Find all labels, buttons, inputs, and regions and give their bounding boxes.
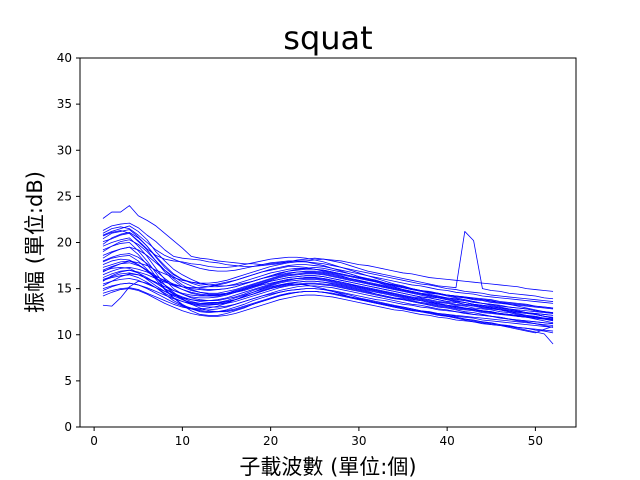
series-line-21 — [102, 239, 554, 314]
y-tick-label: 10 — [57, 328, 72, 342]
y-tick-label: 40 — [57, 51, 72, 65]
y-axis-label: 振幅 (單位:dB) — [23, 171, 47, 313]
x-tick-label: 30 — [351, 434, 366, 448]
series-group — [102, 205, 554, 345]
y-tick-label: 15 — [57, 282, 72, 296]
series-line-30 — [102, 226, 554, 322]
y-tick-label: 20 — [57, 236, 72, 250]
y-axis: 0 5 10 15 20 25 30 35 40 — [57, 51, 80, 434]
x-tick-label: 0 — [90, 434, 98, 448]
series-line-23 — [102, 288, 554, 332]
x-tick-label: 40 — [440, 434, 455, 448]
series-line-24 — [102, 230, 554, 319]
series-line-9 — [102, 255, 554, 334]
x-tick-label: 20 — [263, 434, 278, 448]
series-line-1 — [102, 205, 554, 292]
x-axis-label: 子載波數 (單位:個) — [239, 455, 416, 479]
series-line-31 — [102, 253, 554, 316]
x-axis: 0 10 20 30 40 50 — [90, 427, 543, 448]
series-line-29 — [102, 282, 554, 328]
x-tick-label: 10 — [175, 434, 190, 448]
series-line-14 — [102, 277, 554, 318]
series-line-15 — [102, 282, 554, 321]
series-line-11 — [102, 262, 554, 320]
y-tick-label: 0 — [64, 420, 72, 434]
series-line-28 — [102, 269, 554, 321]
series-line-7 — [102, 242, 554, 328]
y-tick-label: 35 — [57, 97, 72, 111]
y-tick-label: 25 — [57, 189, 72, 203]
chart-title: squat — [283, 19, 372, 57]
x-tick-label: 50 — [528, 434, 543, 448]
series-line-27 — [102, 231, 554, 310]
series-line-2 — [102, 222, 554, 300]
series-line-25 — [102, 273, 554, 320]
series-line-17 — [102, 280, 554, 326]
y-tick-label: 5 — [64, 374, 72, 388]
y-tick-label: 30 — [57, 143, 72, 157]
series-line-32 — [102, 274, 554, 325]
series-line-18 — [102, 264, 554, 304]
series-line-13 — [102, 272, 554, 314]
series-line-3 — [102, 225, 554, 309]
